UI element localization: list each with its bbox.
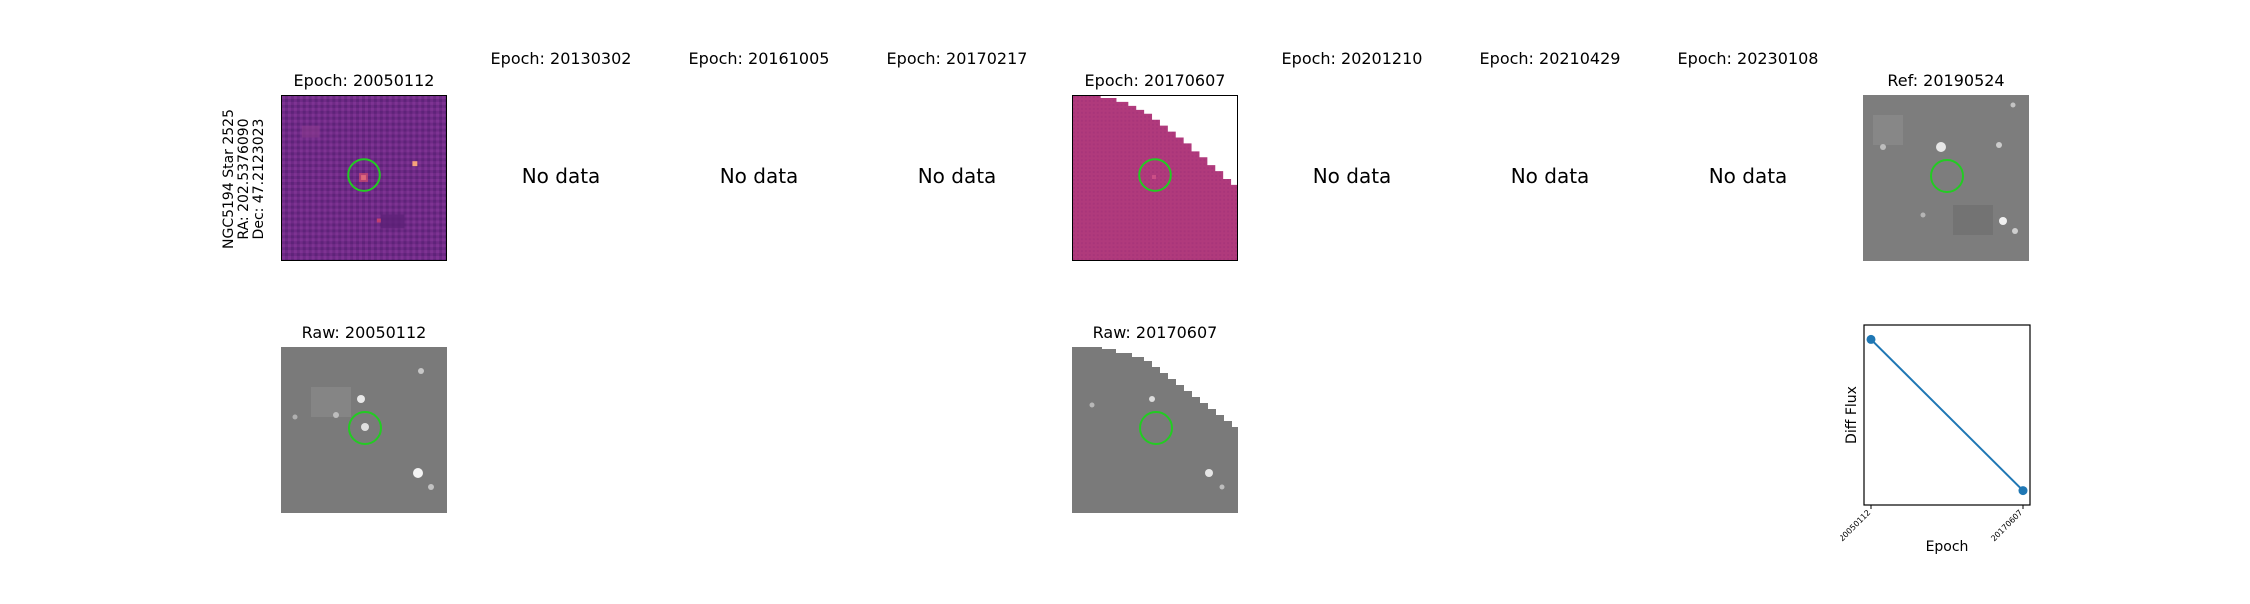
y-axis-label: Diff Flux	[1844, 386, 1860, 444]
no-data-label: No data	[521, 164, 601, 188]
epoch-title-8: Epoch: 20230108	[1677, 49, 1819, 68]
diff-flux-chart: 20050112 20170607 Epoch Diff Flux	[1837, 315, 2250, 600]
target-circle	[348, 411, 382, 445]
data-point	[2018, 486, 2028, 496]
epoch-title-1: Epoch: 20050112	[293, 71, 435, 90]
raw-title-1: Raw: 20050112	[301, 323, 427, 342]
no-data-label: No data	[1510, 164, 1590, 188]
object-name: NGC5194 Star 2525	[221, 109, 237, 249]
series-line	[1870, 338, 2024, 492]
target-circle	[1138, 158, 1172, 192]
epoch-title-5: Epoch: 20170607	[1084, 71, 1226, 90]
epoch-title-6: Epoch: 20201210	[1281, 49, 1423, 68]
no-data-label: No data	[1312, 164, 1392, 188]
no-data-label: No data	[719, 164, 799, 188]
diff-image-20170607	[1072, 95, 1238, 261]
data-point	[1866, 334, 1876, 344]
chart-svg: 20050112 20170607 Epoch Diff Flux	[1837, 324, 2031, 555]
target-circle	[1139, 411, 1173, 445]
epoch-title-4: Epoch: 20170217	[886, 49, 1028, 68]
target-circle	[347, 158, 381, 192]
diff-image-20050112	[281, 95, 447, 261]
x-tick-label: 20170607	[1989, 508, 2024, 543]
epoch-title-7: Epoch: 20210429	[1479, 49, 1621, 68]
epoch-title-2: Epoch: 20130302	[490, 49, 632, 68]
epoch-title-3: Epoch: 20161005	[688, 49, 830, 68]
object-dec: Dec: 47.2123023	[251, 118, 267, 240]
object-info: NGC5194 Star 2525 RA: 202.5376090 Dec: 4…	[221, 106, 267, 252]
raw-image-20170607	[1072, 347, 1238, 513]
target-circle	[1930, 159, 1964, 193]
raw-title-2: Raw: 20170607	[1092, 323, 1218, 342]
x-axis-label: Epoch	[1926, 539, 1969, 555]
object-ra: RA: 202.5376090	[236, 118, 252, 240]
no-data-label: No data	[1708, 164, 1788, 188]
raw-image-20050112	[281, 347, 447, 513]
no-data-label: No data	[917, 164, 997, 188]
reference-image	[1863, 95, 2029, 261]
plot-frame	[1863, 324, 2031, 506]
x-tick-label: 20050112	[1840, 508, 1872, 543]
reference-title: Ref: 20190524	[1887, 71, 2005, 90]
